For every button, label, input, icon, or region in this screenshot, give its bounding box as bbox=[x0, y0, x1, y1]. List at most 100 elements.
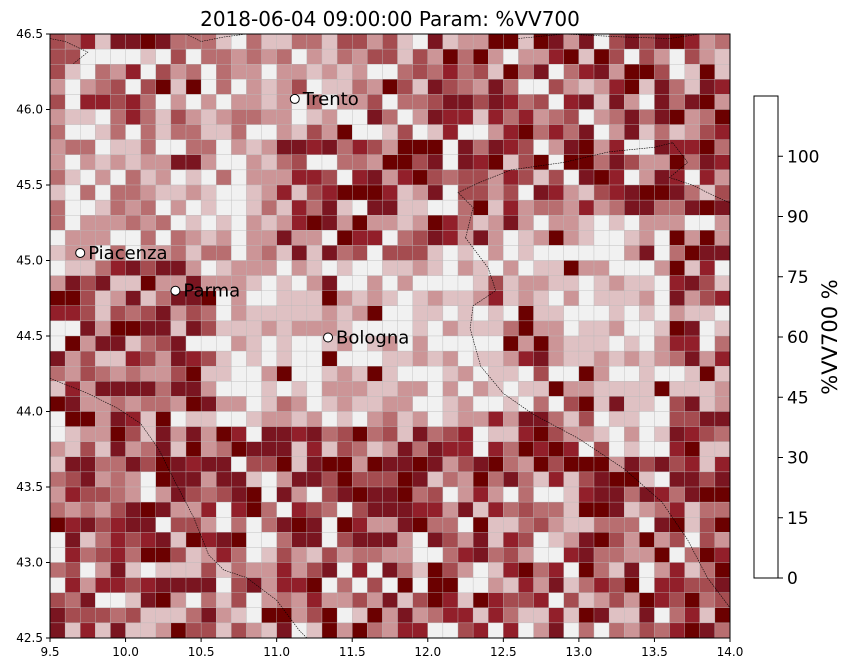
heatmap-cell bbox=[427, 230, 444, 246]
heatmap-cell bbox=[488, 245, 504, 261]
heatmap-cell bbox=[321, 290, 338, 307]
heatmap-cell bbox=[427, 471, 444, 488]
heatmap-cell bbox=[261, 350, 277, 367]
heatmap-cell bbox=[669, 245, 685, 261]
heatmap-cell bbox=[155, 366, 172, 382]
heatmap-cell bbox=[276, 426, 293, 442]
heatmap-cell bbox=[639, 48, 655, 65]
heatmap-cell bbox=[321, 486, 338, 503]
heatmap-cell bbox=[64, 184, 81, 201]
heatmap-cell bbox=[231, 426, 247, 442]
heatmap-cell bbox=[442, 184, 459, 201]
heatmap-cell bbox=[367, 396, 383, 412]
heatmap-cell bbox=[442, 396, 459, 412]
heatmap-cell bbox=[140, 441, 157, 458]
heatmap-cell bbox=[291, 441, 308, 458]
heatmap-cell bbox=[669, 366, 685, 382]
heatmap-cell bbox=[110, 109, 126, 125]
heatmap-cell bbox=[95, 607, 111, 624]
heatmap-cell bbox=[608, 456, 625, 473]
heatmap-cell bbox=[699, 199, 716, 216]
heatmap-cell bbox=[246, 154, 262, 171]
heatmap-cell bbox=[684, 169, 701, 186]
heatmap-cell bbox=[684, 109, 701, 125]
heatmap-cell bbox=[49, 532, 66, 548]
heatmap-cell bbox=[155, 215, 172, 231]
heatmap-cell bbox=[518, 592, 534, 609]
heatmap-cell bbox=[503, 139, 519, 156]
heatmap-cell bbox=[352, 396, 368, 412]
heatmap-cell bbox=[593, 381, 610, 397]
heatmap-cell bbox=[472, 396, 489, 412]
x-tick-label: 9.5 bbox=[40, 645, 59, 659]
heatmap-cell bbox=[291, 517, 308, 533]
heatmap-cell bbox=[140, 109, 157, 125]
heatmap-cell bbox=[654, 64, 670, 80]
heatmap-cell bbox=[185, 426, 202, 442]
heatmap-cell bbox=[125, 305, 141, 322]
heatmap-cell bbox=[578, 94, 595, 110]
heatmap-cell bbox=[276, 290, 293, 307]
heatmap-cell bbox=[170, 124, 187, 140]
heatmap-cell bbox=[64, 305, 81, 322]
heatmap-cell bbox=[639, 517, 655, 533]
heatmap-cell bbox=[185, 486, 202, 503]
heatmap-cell bbox=[457, 275, 474, 291]
heatmap-cell bbox=[669, 562, 685, 578]
heatmap-cell bbox=[261, 456, 277, 473]
heatmap-cell bbox=[64, 532, 81, 548]
heatmap-cell bbox=[291, 335, 308, 352]
heatmap-cell bbox=[457, 471, 474, 488]
heatmap-cell bbox=[608, 577, 625, 593]
heatmap-cell bbox=[200, 350, 217, 367]
heatmap-cell bbox=[457, 184, 474, 201]
heatmap-cell bbox=[563, 577, 580, 593]
heatmap-cell bbox=[306, 33, 323, 50]
heatmap-cell bbox=[699, 547, 716, 563]
x-tick-label: 13.0 bbox=[566, 645, 593, 659]
heatmap-cell bbox=[397, 215, 413, 231]
heatmap-cell bbox=[427, 48, 444, 65]
heatmap-cell bbox=[593, 411, 610, 427]
heatmap-cell bbox=[185, 456, 202, 473]
heatmap-cell bbox=[548, 275, 565, 291]
heatmap-cell bbox=[563, 335, 580, 352]
heatmap-cell bbox=[382, 607, 398, 624]
heatmap-cell bbox=[382, 109, 398, 125]
heatmap-cell bbox=[95, 215, 111, 231]
heatmap-cell bbox=[684, 396, 701, 412]
heatmap-cell bbox=[306, 199, 323, 216]
heatmap-cell bbox=[533, 94, 549, 110]
heatmap-cell bbox=[533, 381, 549, 397]
heatmap-cell bbox=[261, 245, 277, 261]
heatmap-cell bbox=[352, 456, 368, 473]
heatmap-cell bbox=[170, 260, 187, 276]
heatmap-cell bbox=[276, 48, 293, 65]
heatmap-cell bbox=[306, 622, 323, 639]
heatmap-cell bbox=[548, 411, 565, 427]
heatmap-cell bbox=[49, 577, 66, 593]
heatmap-cell bbox=[291, 411, 308, 427]
heatmap-cell bbox=[518, 366, 534, 382]
heatmap-cell bbox=[80, 426, 96, 442]
heatmap-cell bbox=[684, 622, 701, 639]
heatmap-cell bbox=[488, 622, 504, 639]
heatmap-cell bbox=[140, 396, 157, 412]
heatmap-cell bbox=[427, 607, 444, 624]
coastline bbox=[49, 33, 731, 639]
heatmap-cell bbox=[80, 320, 96, 337]
heatmap-cell bbox=[563, 199, 580, 216]
heatmap-cell bbox=[639, 320, 655, 337]
heatmap-cell bbox=[699, 33, 716, 50]
heatmap-cell bbox=[714, 532, 731, 548]
heatmap-cell bbox=[593, 471, 610, 488]
heatmap-cell bbox=[442, 426, 459, 442]
heatmap-cell bbox=[488, 305, 504, 322]
heatmap-cell bbox=[684, 305, 701, 322]
heatmap-cell bbox=[336, 471, 353, 488]
heatmap-cell bbox=[427, 396, 444, 412]
heatmap-cell bbox=[654, 169, 670, 186]
heatmap-cell bbox=[699, 275, 716, 291]
heatmap-cell bbox=[457, 335, 474, 352]
